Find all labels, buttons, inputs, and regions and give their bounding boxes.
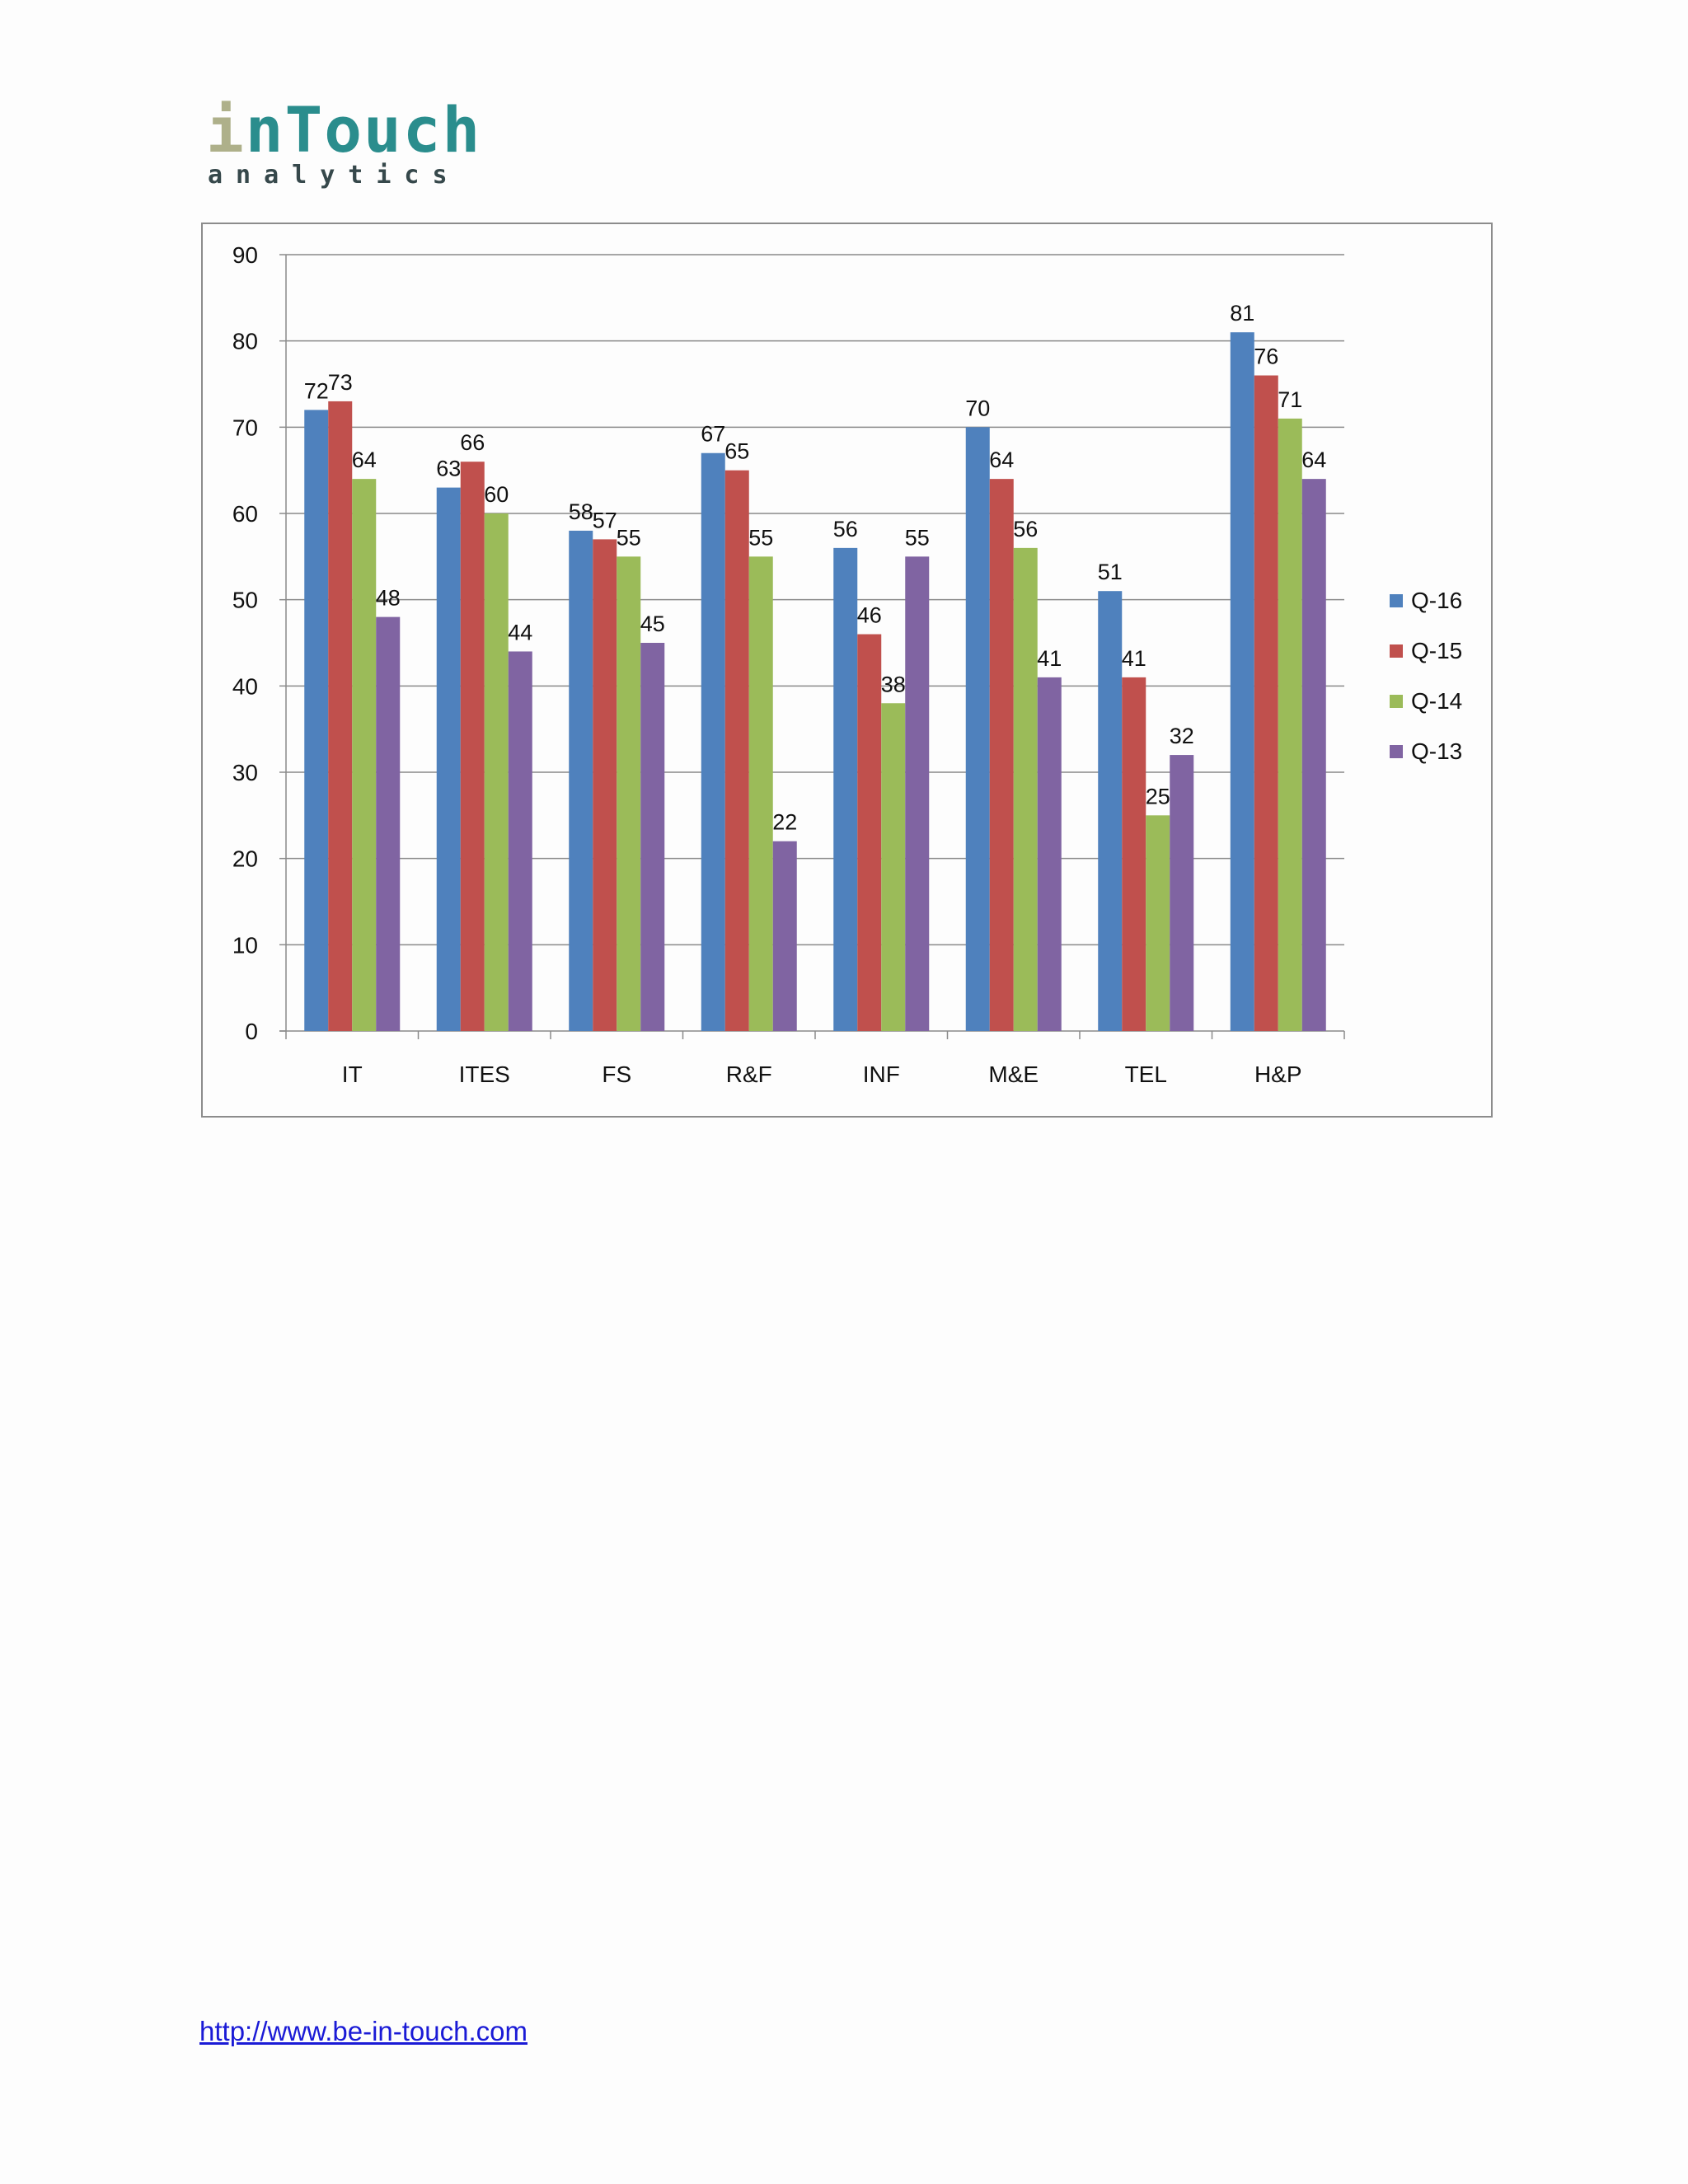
data-label: 70 [965,396,990,420]
data-label: 60 [484,482,509,507]
data-label: 56 [833,517,858,541]
data-label: 71 [1278,387,1302,412]
y-tick-label: 80 [232,329,258,354]
y-tick-label: 90 [232,242,258,268]
data-label: 32 [1170,724,1194,748]
logo-wordmark-rest: nTouch [245,93,482,166]
y-tick-label: 60 [232,501,258,527]
bar-q-13 [508,651,532,1031]
data-label: 41 [1037,646,1062,671]
bar-q-16 [1098,591,1123,1031]
bar-q-13 [640,643,665,1031]
logo-wordmark: inTouch [206,97,481,163]
logo-wordmark-first: i [206,93,246,166]
x-tick-label: IT [342,1062,363,1087]
bar-q-15 [724,470,749,1031]
bar-q-15 [1122,677,1146,1031]
y-tick-label: 50 [232,588,258,613]
bar-q-14 [1278,418,1302,1031]
x-tick-label: FS [602,1062,631,1087]
data-label: 55 [748,525,773,550]
data-label: 57 [593,508,617,532]
bar-q-16 [304,410,329,1031]
bar-q-16 [833,547,858,1031]
bar-q-15 [857,634,882,1031]
logo-tagline: analytics [208,161,461,190]
data-label: 25 [1146,784,1170,808]
data-label: 55 [905,525,930,550]
bar-q-14 [1146,815,1170,1031]
data-label: 76 [1254,344,1278,369]
data-label: 38 [881,672,906,696]
legend-swatch [1390,644,1403,658]
bar-q-15 [1254,375,1278,1031]
legend-swatch [1390,745,1403,758]
data-label: 56 [1013,517,1038,541]
bar-q-15 [328,401,353,1031]
data-label: 51 [1098,560,1123,584]
data-label: 66 [460,430,485,455]
y-tick-label: 10 [232,932,258,958]
bar-q-14 [617,556,641,1031]
bar-chart: 0 10 20 30 40 50 60 70 80 90 IT ITES FS R&F INF M&E TEL H… [232,242,1462,1087]
bar-q-13 [1301,479,1326,1031]
website-link[interactable]: http://www.be-in-touch.com [199,2016,528,2046]
intouch-analytics-logo: inTouch analytics [206,97,480,190]
y-tick-label: 0 [245,1019,258,1044]
data-label: 81 [1230,301,1254,326]
x-tick-label: ITES [459,1062,510,1087]
legend-label: Q-16 [1411,588,1462,613]
bar-q-15 [989,479,1014,1031]
x-tick-label: H&P [1254,1062,1302,1087]
bar-q-16 [701,452,725,1031]
y-tick-label: 20 [232,846,258,872]
data-label: 22 [772,810,797,835]
bar-q-13 [1170,755,1194,1031]
legend-label: Q-14 [1411,688,1462,714]
data-label: 48 [376,586,401,611]
data-label: 72 [304,378,329,403]
data-label: 58 [569,499,593,524]
bar-q-14 [1013,547,1038,1031]
legend-label: Q-15 [1411,638,1462,663]
bar-q-13 [772,841,797,1031]
y-tick-label: 40 [232,673,258,699]
data-label: 45 [640,612,665,636]
bar-q-13 [376,616,401,1031]
y-tick-label: 70 [232,415,258,440]
data-label: 55 [617,525,641,550]
y-tick-label: 30 [232,760,258,785]
bar-q-13 [1037,677,1062,1031]
bar-q-13 [905,556,930,1031]
data-label: 41 [1122,646,1146,671]
bar-q-14 [484,513,509,1031]
data-label: 65 [724,439,749,464]
bar-q-14 [748,556,773,1031]
bar-q-16 [1230,332,1254,1031]
data-label: 64 [989,448,1014,472]
bar-q-16 [436,487,461,1031]
bar-q-16 [965,427,990,1031]
x-tick-label: M&E [988,1062,1039,1087]
x-tick-label: R&F [726,1062,772,1087]
data-label: 64 [1301,448,1326,472]
bar-q-15 [460,462,485,1031]
chart-container: 0 10 20 30 40 50 60 70 80 90 IT ITES FS R&F INF M&E TEL H… [201,223,1493,1118]
data-label: 73 [328,370,353,395]
legend-swatch [1390,695,1403,708]
data-label: 44 [508,620,532,644]
data-label: 64 [352,448,377,472]
legend-label: Q-13 [1411,738,1462,764]
bar-q-16 [569,530,593,1031]
legend-swatch [1390,594,1403,607]
bar-q-15 [593,539,617,1031]
bar-q-14 [352,479,377,1031]
data-label: 63 [436,457,461,481]
data-label: 67 [701,422,725,447]
bar-q-14 [881,703,906,1031]
data-label: 46 [857,603,882,628]
x-tick-label: INF [863,1062,900,1087]
x-tick-label: TEL [1125,1062,1167,1087]
